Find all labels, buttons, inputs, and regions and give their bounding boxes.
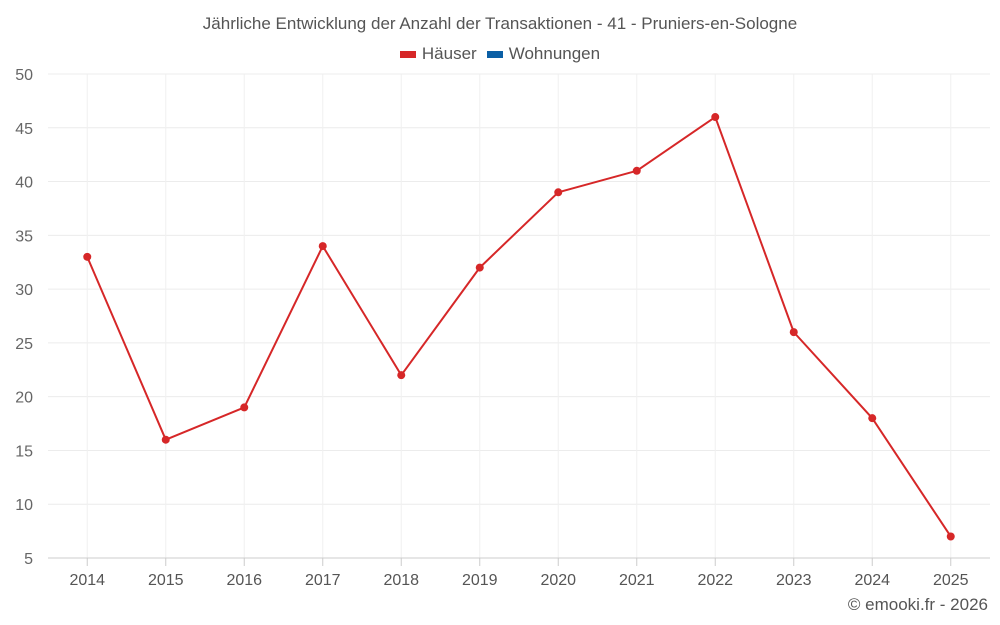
y-tick-label-50: 50: [15, 67, 33, 84]
x-tick-label-2015: 2015: [148, 572, 184, 589]
y-tick-label-45: 45: [15, 121, 33, 138]
credit-text: © emooki.fr - 2026: [847, 595, 988, 614]
data-point-haeuser-2024: [868, 414, 877, 423]
x-tick-label-2024: 2024: [854, 572, 890, 589]
data-point-haeuser-2017: [318, 242, 327, 251]
x-tick-label-2020: 2020: [540, 572, 576, 589]
legend-item-haeuser[interactable]: Häuser: [399, 44, 477, 64]
x-tick-label-2023: 2023: [776, 572, 812, 589]
chart-title: Jährliche Entwicklung der Anzahl der Tra…: [202, 14, 798, 33]
data-point-haeuser-2022: [711, 113, 720, 122]
data-point-haeuser-2025: [946, 532, 955, 541]
x-tick-label-2025: 2025: [933, 572, 969, 589]
legend-swatch-haeuser: [399, 50, 416, 58]
x-tick-label-2018: 2018: [383, 572, 419, 589]
data-point-haeuser-2015: [161, 435, 170, 444]
y-tick-label-10: 10: [15, 497, 33, 514]
data-point-haeuser-2014: [83, 252, 92, 261]
legend-label-haeuser: Häuser: [421, 44, 477, 63]
y-tick-label-35: 35: [15, 228, 33, 245]
x-tick-label-2021: 2021: [619, 572, 655, 589]
data-point-haeuser-2018: [397, 371, 406, 380]
x-tick-label-2016: 2016: [226, 572, 262, 589]
data-point-haeuser-2023: [789, 328, 798, 337]
x-tick-label-2017: 2017: [305, 572, 341, 589]
data-point-haeuser-2021: [632, 166, 641, 175]
y-tick-label-20: 20: [15, 390, 33, 407]
series-line-haeuser: [86, 116, 952, 538]
x-tick-label-2022: 2022: [697, 572, 733, 589]
x-tick-label-2019: 2019: [462, 572, 498, 589]
data-point-haeuser-2020: [554, 188, 563, 197]
y-tick-label-30: 30: [15, 282, 33, 299]
legend-label-wohnungen: Wohnungen: [508, 44, 601, 63]
legend-swatch-wohnungen: [486, 50, 503, 58]
y-tick-label-5: 5: [24, 551, 33, 568]
data-point-haeuser-2019: [475, 263, 484, 272]
x-tick-label-2014: 2014: [69, 572, 105, 589]
y-tick-label-15: 15: [15, 443, 33, 460]
data-point-haeuser-2016: [240, 403, 249, 412]
chart-legend: Häuser Wohnungen: [0, 44, 1000, 64]
y-tick-label-40: 40: [15, 175, 33, 192]
legend-item-wohnungen[interactable]: Wohnungen: [486, 44, 601, 64]
y-tick-label-25: 25: [15, 336, 33, 353]
